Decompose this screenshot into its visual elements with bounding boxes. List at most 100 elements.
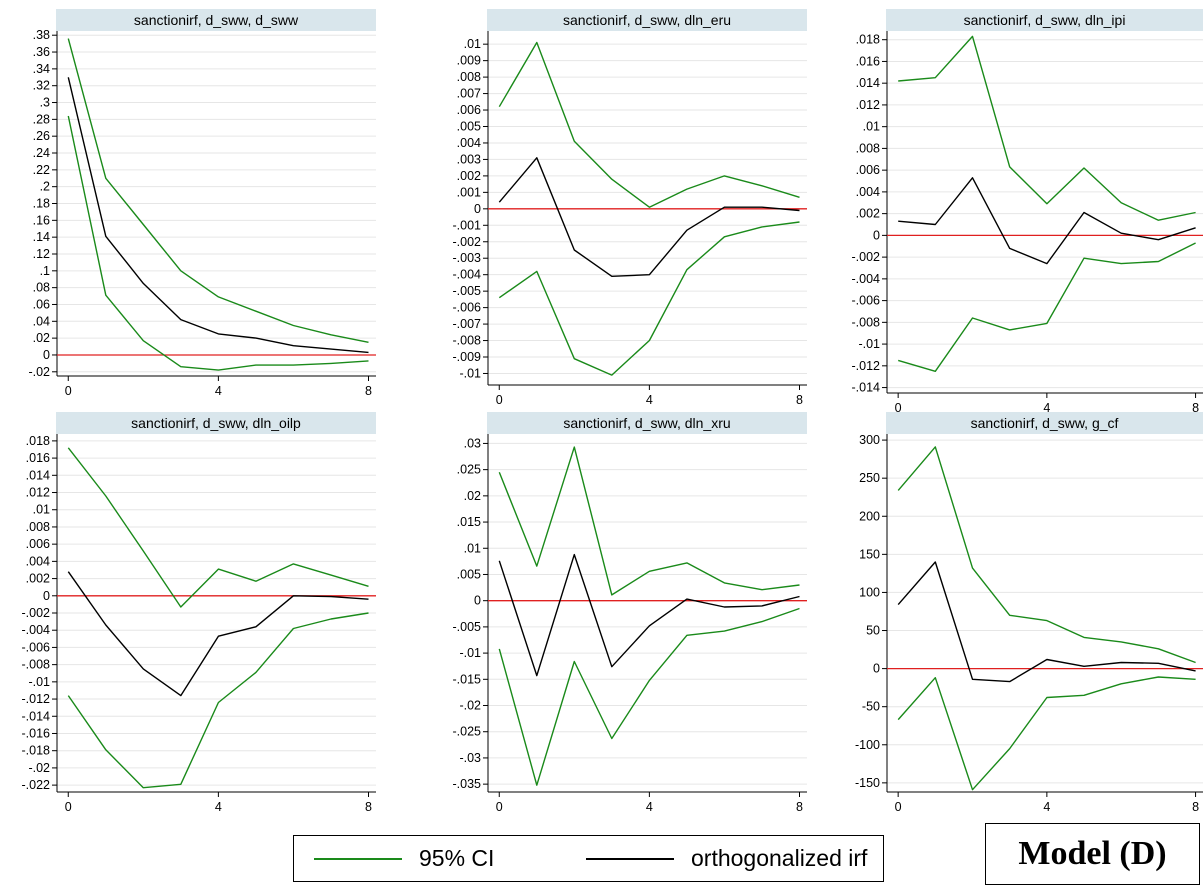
panel-title-bar [56,412,376,434]
y-tick-label: -.014 [852,381,881,395]
legend-irf-swatch [586,858,674,860]
y-tick-label: .016 [856,54,880,68]
y-tick-label: .24 [33,146,50,160]
y-tick-label: .3 [40,96,50,110]
panel-title: sanctionirf, d_sww, dln_xru [563,415,730,431]
x-tick-label: 4 [215,800,222,814]
y-tick-label: .008 [457,70,481,84]
ci-lower-line [498,221,800,376]
ci-lower-line [898,242,1196,372]
y-tick-label: -.016 [22,726,51,740]
x-tick-label: 8 [365,800,372,814]
y-tick-label: .012 [26,486,50,500]
y-tick-label: -.022 [22,778,51,792]
y-tick-label: -.002 [852,250,881,264]
y-tick-label: .22 [33,163,50,177]
y-tick-label: -.004 [22,623,51,637]
x-tick-label: 8 [796,800,803,814]
y-tick-label: .26 [33,129,50,143]
panel-4: sanctionirf, d_sww, dln_oilp -.022 -.02 -.0… [22,412,376,814]
x-tick-label: 4 [1043,401,1050,415]
y-tick-label: .008 [856,141,880,155]
y-tick-label: .02 [33,331,50,345]
y-tick-label: -.008 [453,334,482,348]
model-label: Model (D) [985,823,1200,885]
y-tick-label: .14 [33,230,50,244]
x-tick-label: 0 [65,384,72,398]
y-tick-label: .08 [33,281,50,295]
y-tick-label: .018 [26,434,50,448]
y-tick-label: -.005 [453,284,482,298]
y-tick-label: .005 [457,567,481,581]
y-tick-label: -.012 [852,359,881,373]
y-tick-label: .01 [464,541,481,555]
y-tick-label: 0 [43,348,50,362]
y-tick-label: .36 [33,45,50,59]
y-tick-label: -.008 [22,658,51,672]
x-tick-label: 4 [1043,800,1050,814]
y-tick-label: -.018 [22,744,51,758]
y-tick-label: .04 [33,314,50,328]
y-tick-label: .015 [457,515,481,529]
x-tick-label: 4 [646,393,653,407]
y-tick-label: .002 [26,572,50,586]
x-tick-label: 8 [1192,800,1199,814]
y-tick-label: -150 [855,776,880,790]
y-tick-label: .004 [26,554,50,568]
y-tick-label: .1 [40,264,50,278]
y-tick-label: .28 [33,112,50,126]
y-tick-label: .006 [856,163,880,177]
y-tick-label: .009 [457,54,481,68]
y-tick-label: .005 [457,119,481,133]
y-tick-label: -.01 [858,337,880,351]
y-tick-label: .007 [457,87,481,101]
y-tick-label: 0 [873,662,880,676]
y-tick-label: -.002 [453,235,482,249]
y-tick-label: .01 [863,120,880,134]
ci-upper-line [898,35,1196,221]
y-tick-label: -.004 [852,272,881,286]
panel-title: sanctionirf, d_sww, d_sww [134,12,299,28]
y-tick-label: -.001 [453,218,482,232]
ci-upper-line [897,446,1196,664]
y-tick-label: .002 [856,207,880,221]
y-tick-label: 0 [474,202,481,216]
y-tick-label: 0 [873,228,880,242]
y-tick-label: -100 [855,738,880,752]
y-tick-label: 150 [859,547,880,561]
y-tick-label: 100 [859,585,880,599]
y-tick-label: .004 [457,136,481,150]
y-tick-label: -.006 [453,301,482,315]
irf-line [67,77,369,354]
y-tick-label: .014 [26,468,50,482]
panel-title-bar [487,412,807,434]
x-tick-label: 8 [365,384,372,398]
y-tick-label: .03 [464,436,481,450]
x-tick-label: 0 [496,393,503,407]
y-tick-label: .16 [33,213,50,227]
y-tick-label: .006 [26,537,50,551]
y-tick-label: .002 [457,169,481,183]
y-tick-label: -.007 [453,317,482,331]
x-tick-label: 0 [496,800,503,814]
y-tick-label: .018 [856,33,880,47]
panel-title-bar [487,9,807,31]
y-tick-label: -.025 [453,725,482,739]
y-tick-label: 250 [859,471,880,485]
panel-5: sanctionirf, d_sww, dln_xru -.035 -.03 -.02… [453,412,807,814]
legend-ci-label: 95% CI [419,845,495,871]
y-tick-label: -.005 [453,620,482,634]
y-tick-label: -.003 [453,251,482,265]
y-tick-label: .006 [457,103,481,117]
y-tick-label: .06 [33,297,50,311]
y-tick-label: -.03 [459,751,481,765]
y-tick-label: -.01 [459,366,481,380]
y-tick-label: .008 [26,520,50,534]
y-tick-label: -.012 [22,692,51,706]
y-tick-label: -50 [862,700,880,714]
y-tick-label: .02 [464,489,481,503]
panel-title: sanctionirf, d_sww, dln_oilp [131,415,301,431]
irf-line [897,561,1196,683]
y-tick-label: -.008 [852,315,881,329]
